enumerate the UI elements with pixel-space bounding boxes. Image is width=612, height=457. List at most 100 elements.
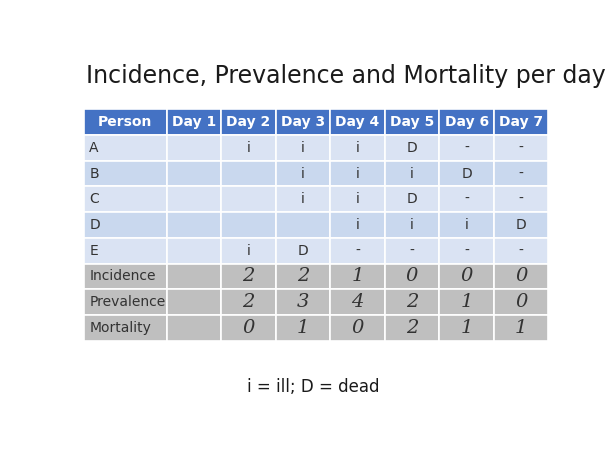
Bar	[166, 289, 221, 315]
Bar	[385, 238, 439, 264]
Text: 2: 2	[297, 267, 309, 285]
Text: 1: 1	[460, 319, 473, 337]
Text: -: -	[519, 141, 524, 155]
Bar	[166, 238, 221, 264]
Text: -: -	[409, 244, 414, 258]
Text: Day 5: Day 5	[390, 115, 434, 129]
Bar	[439, 264, 494, 289]
Bar	[166, 315, 221, 340]
Text: E: E	[89, 244, 98, 258]
Bar	[494, 161, 548, 186]
Bar	[84, 264, 166, 289]
Bar	[330, 238, 385, 264]
Bar	[439, 315, 494, 340]
Bar	[494, 186, 548, 212]
Bar	[439, 161, 494, 186]
Bar	[276, 238, 330, 264]
Text: Day 4: Day 4	[335, 115, 379, 129]
Text: i: i	[301, 141, 305, 155]
Bar	[330, 135, 385, 161]
Bar	[221, 264, 276, 289]
Text: 0: 0	[242, 319, 255, 337]
Bar	[276, 186, 330, 212]
Bar	[276, 109, 330, 135]
Bar	[221, 315, 276, 340]
Bar	[439, 135, 494, 161]
Bar	[84, 161, 166, 186]
Text: i: i	[356, 167, 359, 181]
Bar	[494, 264, 548, 289]
Text: 4: 4	[351, 293, 364, 311]
Text: -: -	[464, 141, 469, 155]
Bar	[221, 161, 276, 186]
Text: i: i	[356, 141, 359, 155]
Bar	[84, 315, 166, 340]
Text: 1: 1	[515, 319, 528, 337]
Text: D: D	[461, 167, 472, 181]
Bar	[84, 289, 166, 315]
Bar	[84, 238, 166, 264]
Text: 2: 2	[406, 293, 418, 311]
Text: Mortality: Mortality	[89, 321, 151, 335]
Text: Person: Person	[98, 115, 152, 129]
Bar	[84, 186, 166, 212]
Text: i: i	[410, 167, 414, 181]
Text: i: i	[465, 218, 469, 232]
Bar	[385, 109, 439, 135]
Text: i: i	[247, 141, 250, 155]
Text: Day 2: Day 2	[226, 115, 271, 129]
Bar	[439, 238, 494, 264]
Bar	[221, 135, 276, 161]
Bar	[221, 212, 276, 238]
Bar	[385, 289, 439, 315]
Bar	[276, 161, 330, 186]
Bar	[276, 135, 330, 161]
Bar	[221, 238, 276, 264]
Text: i = ill; D = dead: i = ill; D = dead	[247, 378, 380, 396]
Text: 2: 2	[242, 267, 255, 285]
Text: 1: 1	[351, 267, 364, 285]
Bar	[330, 212, 385, 238]
Text: Day 7: Day 7	[499, 115, 543, 129]
Bar	[494, 289, 548, 315]
Text: 3: 3	[297, 293, 309, 311]
Bar	[494, 109, 548, 135]
Bar	[330, 109, 385, 135]
Text: D: D	[516, 218, 526, 232]
Text: D: D	[407, 192, 417, 206]
Text: A: A	[89, 141, 99, 155]
Text: -: -	[464, 192, 469, 206]
Text: D: D	[407, 141, 417, 155]
Bar	[221, 109, 276, 135]
Bar	[84, 212, 166, 238]
Bar	[166, 264, 221, 289]
Text: 0: 0	[406, 267, 418, 285]
Text: Day 1: Day 1	[172, 115, 216, 129]
Bar	[166, 161, 221, 186]
Text: -: -	[519, 244, 524, 258]
Text: Incidence, Prevalence and Mortality per day: Incidence, Prevalence and Mortality per …	[86, 64, 606, 88]
Bar	[439, 186, 494, 212]
Bar	[84, 135, 166, 161]
Bar	[330, 264, 385, 289]
Text: 0: 0	[515, 267, 528, 285]
Text: i: i	[410, 218, 414, 232]
Bar	[439, 109, 494, 135]
Text: Prevalence: Prevalence	[89, 295, 166, 309]
Bar	[385, 212, 439, 238]
Text: i: i	[301, 192, 305, 206]
Text: -: -	[519, 192, 524, 206]
Bar	[166, 109, 221, 135]
Bar	[276, 315, 330, 340]
Bar	[276, 212, 330, 238]
Text: C: C	[89, 192, 99, 206]
Text: Day 3: Day 3	[281, 115, 325, 129]
Text: -: -	[355, 244, 360, 258]
Text: 2: 2	[242, 293, 255, 311]
Bar	[84, 109, 166, 135]
Bar	[330, 186, 385, 212]
Bar	[330, 315, 385, 340]
Bar	[439, 289, 494, 315]
Bar	[385, 135, 439, 161]
Text: 0: 0	[460, 267, 473, 285]
